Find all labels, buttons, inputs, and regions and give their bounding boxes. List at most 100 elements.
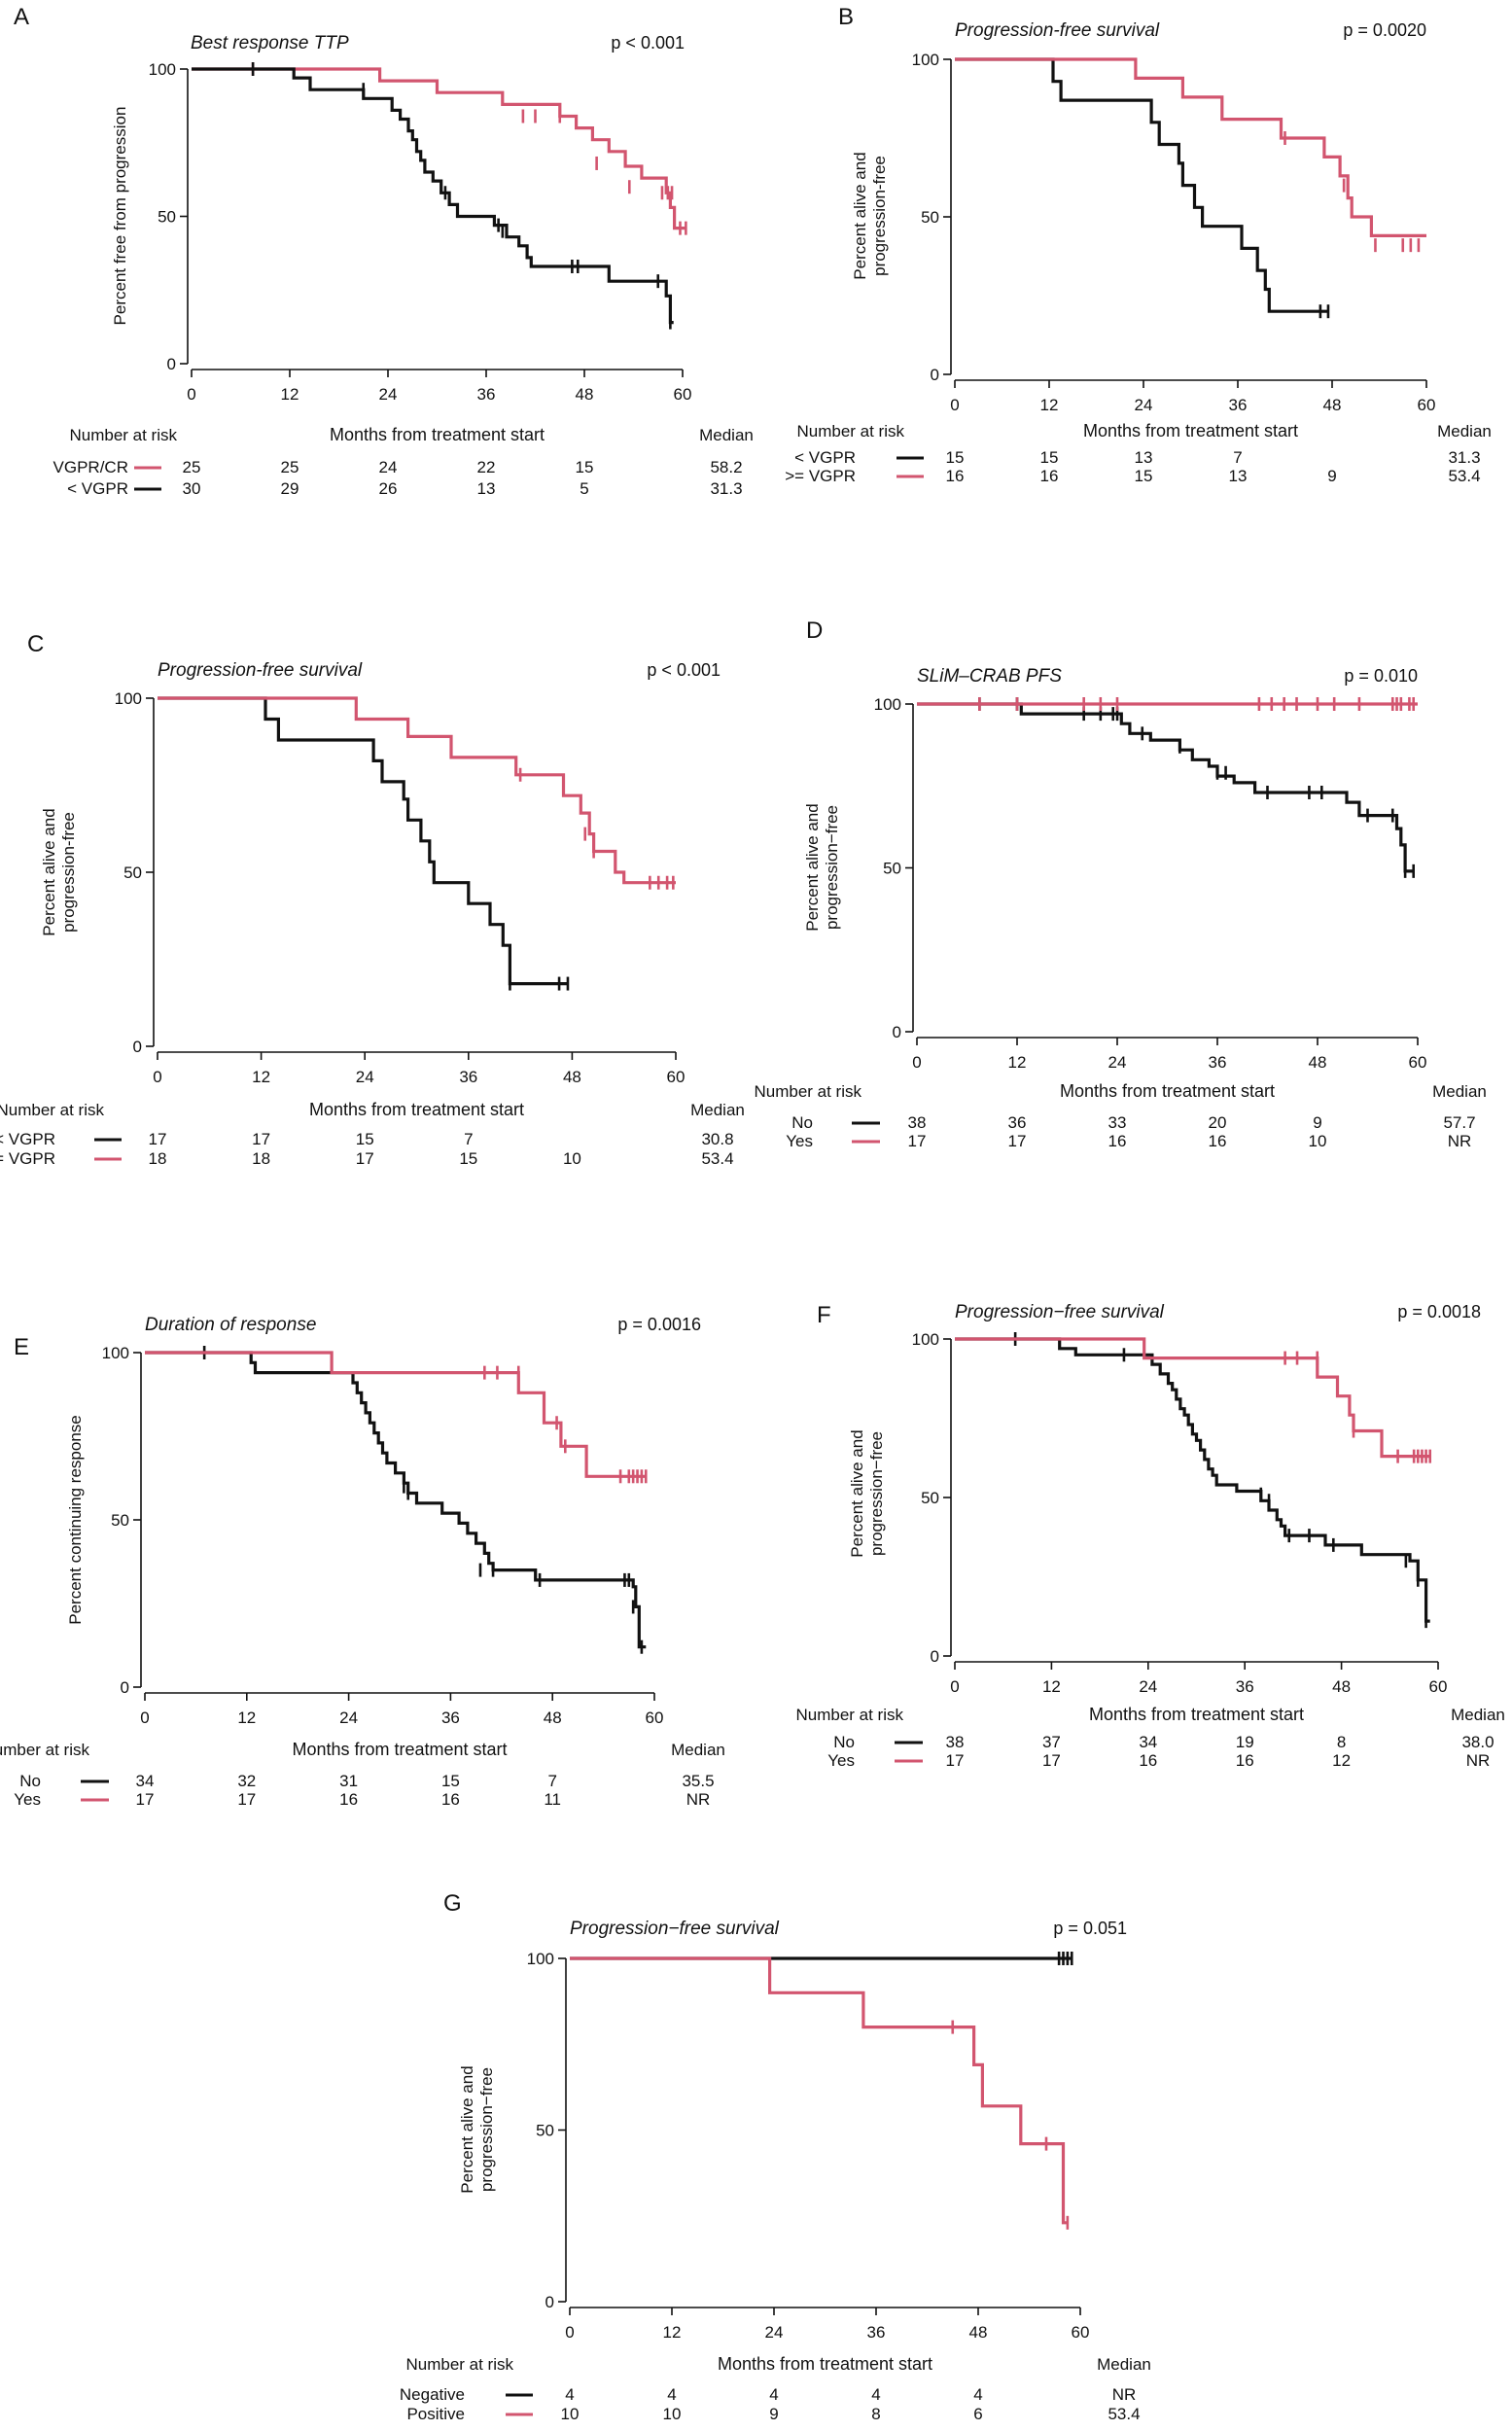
p-value: p = 0.0018 xyxy=(1397,1302,1481,1321)
risk-count: 17 xyxy=(356,1149,374,1168)
median-label: Median xyxy=(690,1101,745,1119)
risk-count: 16 xyxy=(441,1790,460,1809)
risk-group-label: >= VGPR xyxy=(785,467,856,485)
x-tick-label: 36 xyxy=(477,385,496,404)
risk-count: 10 xyxy=(561,2405,580,2423)
y-tick-label: 0 xyxy=(931,1647,939,1666)
p-value: p = 0.051 xyxy=(1053,1919,1127,1938)
median-label: Median xyxy=(1097,2355,1151,2374)
x-tick-label: 24 xyxy=(379,385,398,404)
x-tick-label: 48 xyxy=(1309,1053,1327,1072)
risk-count: 5 xyxy=(580,479,588,498)
y-tick-label: 100 xyxy=(874,695,901,714)
x-tick-label: 48 xyxy=(969,2323,988,2342)
x-tick-label: 48 xyxy=(563,1068,581,1086)
median-value: 31.3 xyxy=(1448,448,1480,467)
p-value: p = 0.010 xyxy=(1344,666,1418,686)
risk-count: 20 xyxy=(1209,1113,1227,1132)
y-tick-label: 50 xyxy=(111,1511,129,1530)
y-tick-label: 100 xyxy=(912,51,939,69)
median-value: 58.2 xyxy=(710,458,742,476)
panel-c: C Progression-free survival p < 0.001 0 50 10… xyxy=(0,631,745,1168)
median-label: Median xyxy=(1437,422,1492,440)
risk-count: 4 xyxy=(973,2385,982,2404)
risk-count: 34 xyxy=(1139,1733,1157,1751)
x-axis-label: Months from treatment start xyxy=(1060,1081,1275,1101)
risk-count: 9 xyxy=(1313,1113,1321,1132)
x-tick-label: 36 xyxy=(867,2323,886,2342)
risk-group-label: Yes xyxy=(786,1132,813,1150)
median-value: NR xyxy=(1112,2385,1137,2404)
km-curve-positive xyxy=(570,1956,1068,2225)
risk-group-label: VGPR/CR xyxy=(53,458,128,476)
median-label: Median xyxy=(671,1741,725,1759)
x-axis-label: Months from treatment start xyxy=(1083,421,1298,440)
panel-letter: G xyxy=(443,1890,462,1917)
number-at-risk-label: Number at risk xyxy=(796,422,904,440)
risk-count: 17 xyxy=(946,1751,965,1770)
risk-count: 13 xyxy=(477,479,496,498)
x-axis-label: Months from treatment start xyxy=(292,1740,507,1759)
risk-count: 16 xyxy=(1236,1751,1254,1770)
km-curve-vgpr-cr xyxy=(192,67,687,230)
km-curve--vgpr xyxy=(158,696,568,986)
panel-a: A Best response TTP p < 0.001 0 50 100 0 12 24 36… xyxy=(14,4,754,498)
risk-count: 22 xyxy=(477,458,496,476)
x-tick-label: 48 xyxy=(1332,1677,1351,1696)
p-value: p = 0.0016 xyxy=(617,1315,701,1334)
risk-group-label: < VGPR xyxy=(0,1130,55,1148)
p-value: p < 0.001 xyxy=(647,660,721,680)
risk-count: 36 xyxy=(1008,1113,1027,1132)
risk-count: 38 xyxy=(946,1733,965,1751)
x-tick-label: 48 xyxy=(1323,396,1342,414)
risk-group-label: Negative xyxy=(400,2385,465,2404)
risk-count: 16 xyxy=(1040,467,1059,485)
median-value: 53.4 xyxy=(1448,467,1480,485)
risk-group-label: Yes xyxy=(14,1790,41,1809)
risk-count: 11 xyxy=(544,1790,561,1809)
panel-f: F Progression−free survival p = 0.0018 0 50 1… xyxy=(795,1302,1504,1770)
risk-count: 10 xyxy=(563,1149,581,1168)
median-label: Median xyxy=(699,426,754,444)
risk-count: 18 xyxy=(252,1149,270,1168)
x-tick-label: 12 xyxy=(1042,1677,1061,1696)
x-tick-label: 36 xyxy=(1229,396,1248,414)
x-axis-label: Months from treatment start xyxy=(330,425,545,444)
risk-count: 24 xyxy=(379,458,398,476)
x-tick-label: 60 xyxy=(1072,2323,1090,2342)
number-at-risk-label: Number at risk xyxy=(795,1706,903,1724)
median-value: 35.5 xyxy=(682,1772,714,1790)
y-axis-label: Percent alive andprogression-free xyxy=(40,808,78,935)
risk-count: 31 xyxy=(339,1772,358,1790)
median-value: 53.4 xyxy=(701,1149,733,1168)
risk-count: 4 xyxy=(871,2385,880,2404)
x-tick-label: 36 xyxy=(1236,1677,1254,1696)
risk-count: 13 xyxy=(1135,448,1153,467)
km-curve-yes xyxy=(955,1337,1430,1459)
x-tick-label: 60 xyxy=(1409,1053,1427,1072)
risk-count: 16 xyxy=(1139,1751,1157,1770)
risk-count: 7 xyxy=(464,1130,473,1148)
panel-letter: F xyxy=(817,1302,831,1328)
risk-count: 17 xyxy=(149,1130,167,1148)
chart-title: Best response TTP xyxy=(191,33,349,53)
risk-count: 8 xyxy=(1337,1733,1346,1751)
risk-count: 26 xyxy=(379,479,398,498)
y-tick-label: 100 xyxy=(527,1950,554,1968)
median-value: 38.0 xyxy=(1461,1733,1494,1751)
panel-g: G Progression−free survival p = 0.051 0 50 10… xyxy=(400,1890,1151,2423)
risk-count: 17 xyxy=(1042,1751,1061,1770)
y-tick-label: 0 xyxy=(931,366,939,384)
risk-count: 17 xyxy=(136,1790,155,1809)
risk-count: 16 xyxy=(946,467,965,485)
risk-group-label: < VGPR xyxy=(794,448,856,467)
km-curve--vgpr xyxy=(955,57,1328,313)
risk-count: 7 xyxy=(1233,448,1242,467)
x-tick-label: 12 xyxy=(252,1068,270,1086)
km-curve--vgpr xyxy=(158,696,676,885)
y-tick-label: 100 xyxy=(102,1344,129,1362)
y-tick-label: 0 xyxy=(133,1038,142,1056)
km-curve-no xyxy=(955,1337,1430,1623)
risk-count: 25 xyxy=(183,458,201,476)
y-tick-label: 100 xyxy=(115,689,142,708)
